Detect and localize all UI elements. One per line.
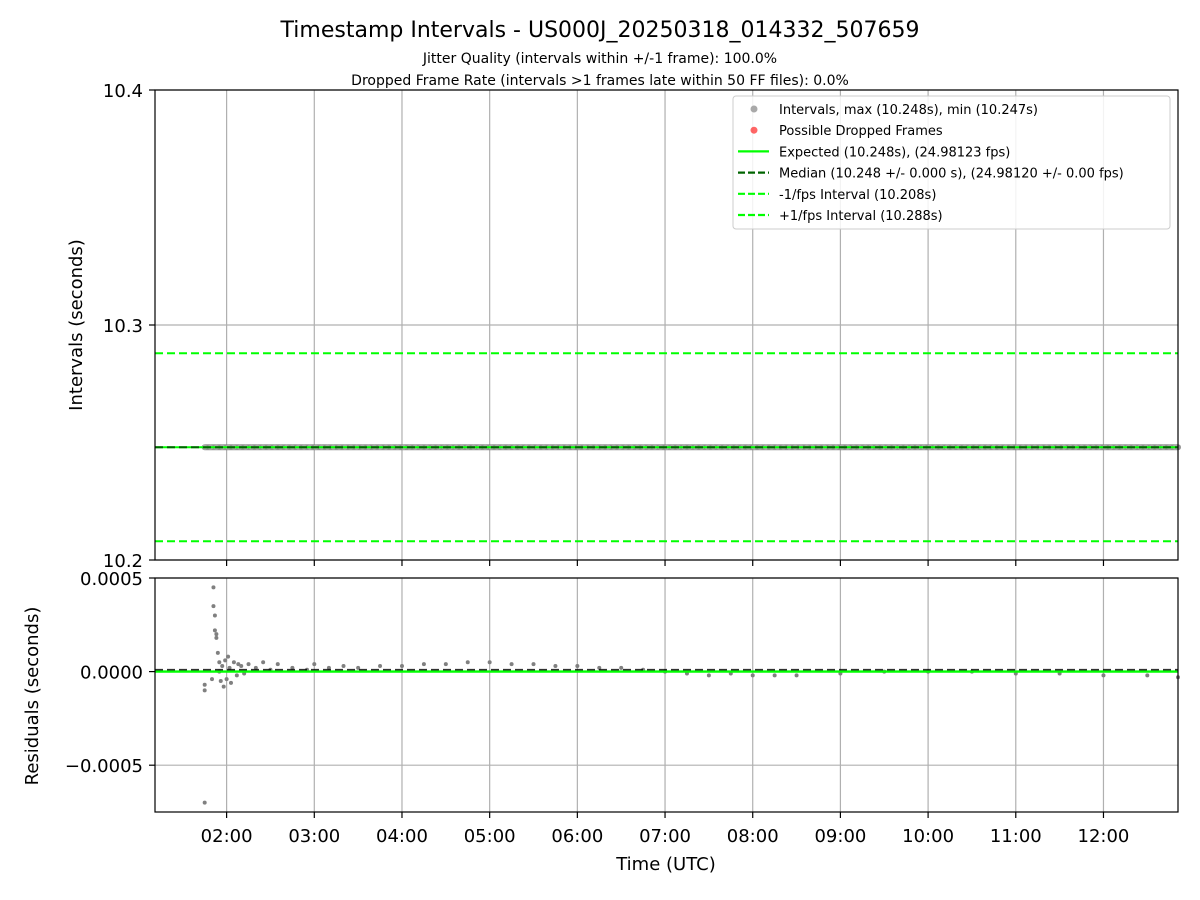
x-tick-label: 11:00 bbox=[990, 826, 1042, 847]
legend-box bbox=[732, 95, 1171, 230]
intervals-y-tick-label: 10.3 bbox=[103, 316, 143, 337]
chart-subtitle-line-2: Dropped Frame Rate (intervals >1 frames … bbox=[351, 73, 849, 89]
intervals-y-ticks: 10.2 10.3 10.4 bbox=[103, 81, 155, 572]
residual-point bbox=[227, 665, 232, 670]
x-tick-label: 08:00 bbox=[727, 826, 779, 847]
residual-point bbox=[212, 613, 217, 618]
residual-point bbox=[202, 800, 207, 805]
x-tick-label: 09:00 bbox=[814, 826, 866, 847]
residuals-y-tick-label: 0.0000 bbox=[80, 663, 143, 684]
residual-point bbox=[226, 654, 231, 659]
residual-point bbox=[214, 632, 219, 637]
x-tick-label: 07:00 bbox=[639, 826, 691, 847]
residuals-x-ticks: 02:00 03:00 04:00 05:00 06:00 07:00 08:00 09:00… bbox=[201, 812, 1130, 847]
residual-point bbox=[575, 663, 580, 668]
residual-point bbox=[211, 585, 216, 590]
residual-point bbox=[509, 662, 514, 667]
residuals-y-tick-label: −0.0005 bbox=[65, 756, 143, 777]
x-tick-label: 03:00 bbox=[288, 826, 340, 847]
intervals-y-tick-label: 10.4 bbox=[103, 81, 143, 102]
residual-point bbox=[794, 673, 799, 678]
x-tick-label: 06:00 bbox=[551, 826, 603, 847]
residual-point bbox=[443, 662, 448, 667]
residual-point bbox=[220, 663, 225, 668]
residuals-series bbox=[155, 585, 1180, 805]
residual-point bbox=[217, 660, 222, 665]
residuals-y-tick-label: 0.0005 bbox=[80, 569, 143, 590]
residual-point bbox=[312, 662, 317, 667]
residual-point bbox=[246, 662, 251, 667]
residual-point bbox=[341, 663, 346, 668]
residual-point bbox=[202, 682, 207, 687]
residual-point bbox=[465, 660, 470, 665]
residual-point bbox=[234, 673, 239, 678]
legend-label: Median (10.248 +/- 0.000 s), (24.98120 +… bbox=[779, 167, 1124, 182]
residual-point bbox=[750, 673, 755, 678]
residuals-plot-frame bbox=[154, 577, 1179, 813]
residuals-y-ticks: 0.0005 0.0000 −0.0005 bbox=[65, 569, 155, 777]
residual-point bbox=[421, 662, 426, 667]
residual-point bbox=[239, 663, 244, 668]
residual-point bbox=[356, 665, 361, 670]
legend: Intervals, max (10.248s), min (10.247s) P… bbox=[732, 95, 1171, 230]
residual-point bbox=[399, 663, 404, 668]
residual-point bbox=[253, 665, 258, 670]
residual-point bbox=[214, 635, 219, 640]
residual-point bbox=[215, 650, 220, 655]
legend-label: +1/fps Interval (10.288s) bbox=[779, 209, 943, 224]
residual-point bbox=[378, 663, 383, 668]
residual-point bbox=[275, 662, 280, 667]
residuals-y-axis-label: Residuals (seconds) bbox=[22, 607, 43, 786]
residual-point bbox=[531, 662, 536, 667]
residual-point bbox=[772, 673, 777, 678]
residual-point bbox=[236, 662, 241, 667]
residual-point bbox=[326, 665, 331, 670]
legend-label: Expected (10.248s), (24.98123 fps) bbox=[779, 145, 1010, 160]
x-tick-label: 02:00 bbox=[201, 826, 253, 847]
intervals-y-axis-label: Intervals (seconds) bbox=[66, 239, 87, 411]
x-tick-label: 12:00 bbox=[1078, 826, 1130, 847]
legend-label: Intervals, max (10.248s), min (10.247s) bbox=[779, 103, 1038, 118]
residual-point bbox=[228, 680, 233, 685]
x-tick-label: 04:00 bbox=[376, 826, 428, 847]
residual-point bbox=[261, 660, 266, 665]
residuals-grid bbox=[155, 577, 1178, 812]
residual-point bbox=[224, 677, 229, 682]
residual-point bbox=[212, 628, 217, 633]
x-axis-label: Time (UTC) bbox=[615, 854, 716, 875]
residual-point bbox=[218, 678, 223, 683]
legend-label: Possible Dropped Frames bbox=[779, 124, 943, 139]
residual-point bbox=[487, 660, 492, 665]
residuals-panel: 0.0005 0.0000 −0.0005 02:00 03:00 04:00 05:00… bbox=[22, 569, 1180, 875]
residual-point bbox=[290, 665, 295, 670]
x-tick-label: 10:00 bbox=[902, 826, 954, 847]
chart-title: Timestamp Intervals - US000J_20250318_01… bbox=[280, 18, 920, 43]
intervals-series bbox=[155, 352, 1181, 543]
residual-point bbox=[209, 677, 214, 682]
legend-marker bbox=[750, 105, 758, 113]
residual-point bbox=[553, 663, 558, 668]
residual-point bbox=[211, 604, 216, 609]
chart-subtitle-line-1: Jitter Quality (intervals within +/-1 fr… bbox=[422, 51, 777, 67]
residual-point bbox=[1145, 673, 1150, 678]
residual-point bbox=[1101, 673, 1106, 678]
residual-point bbox=[597, 665, 602, 670]
residual-point bbox=[223, 658, 228, 663]
legend-label: -1/fps Interval (10.208s) bbox=[779, 188, 936, 203]
x-tick-label: 05:00 bbox=[464, 826, 516, 847]
residual-point bbox=[221, 684, 226, 689]
legend-marker bbox=[750, 126, 758, 134]
residual-point bbox=[202, 688, 207, 693]
residual-point bbox=[706, 673, 711, 678]
intervals-y-tick-label: 10.2 bbox=[103, 551, 143, 572]
residual-point bbox=[619, 665, 624, 670]
intervals-panel: 10.2 10.3 10.4 Intervals (seconds) Interva… bbox=[66, 81, 1181, 572]
intervals-x-ticks bbox=[226, 560, 1105, 566]
residual-point bbox=[231, 660, 236, 665]
